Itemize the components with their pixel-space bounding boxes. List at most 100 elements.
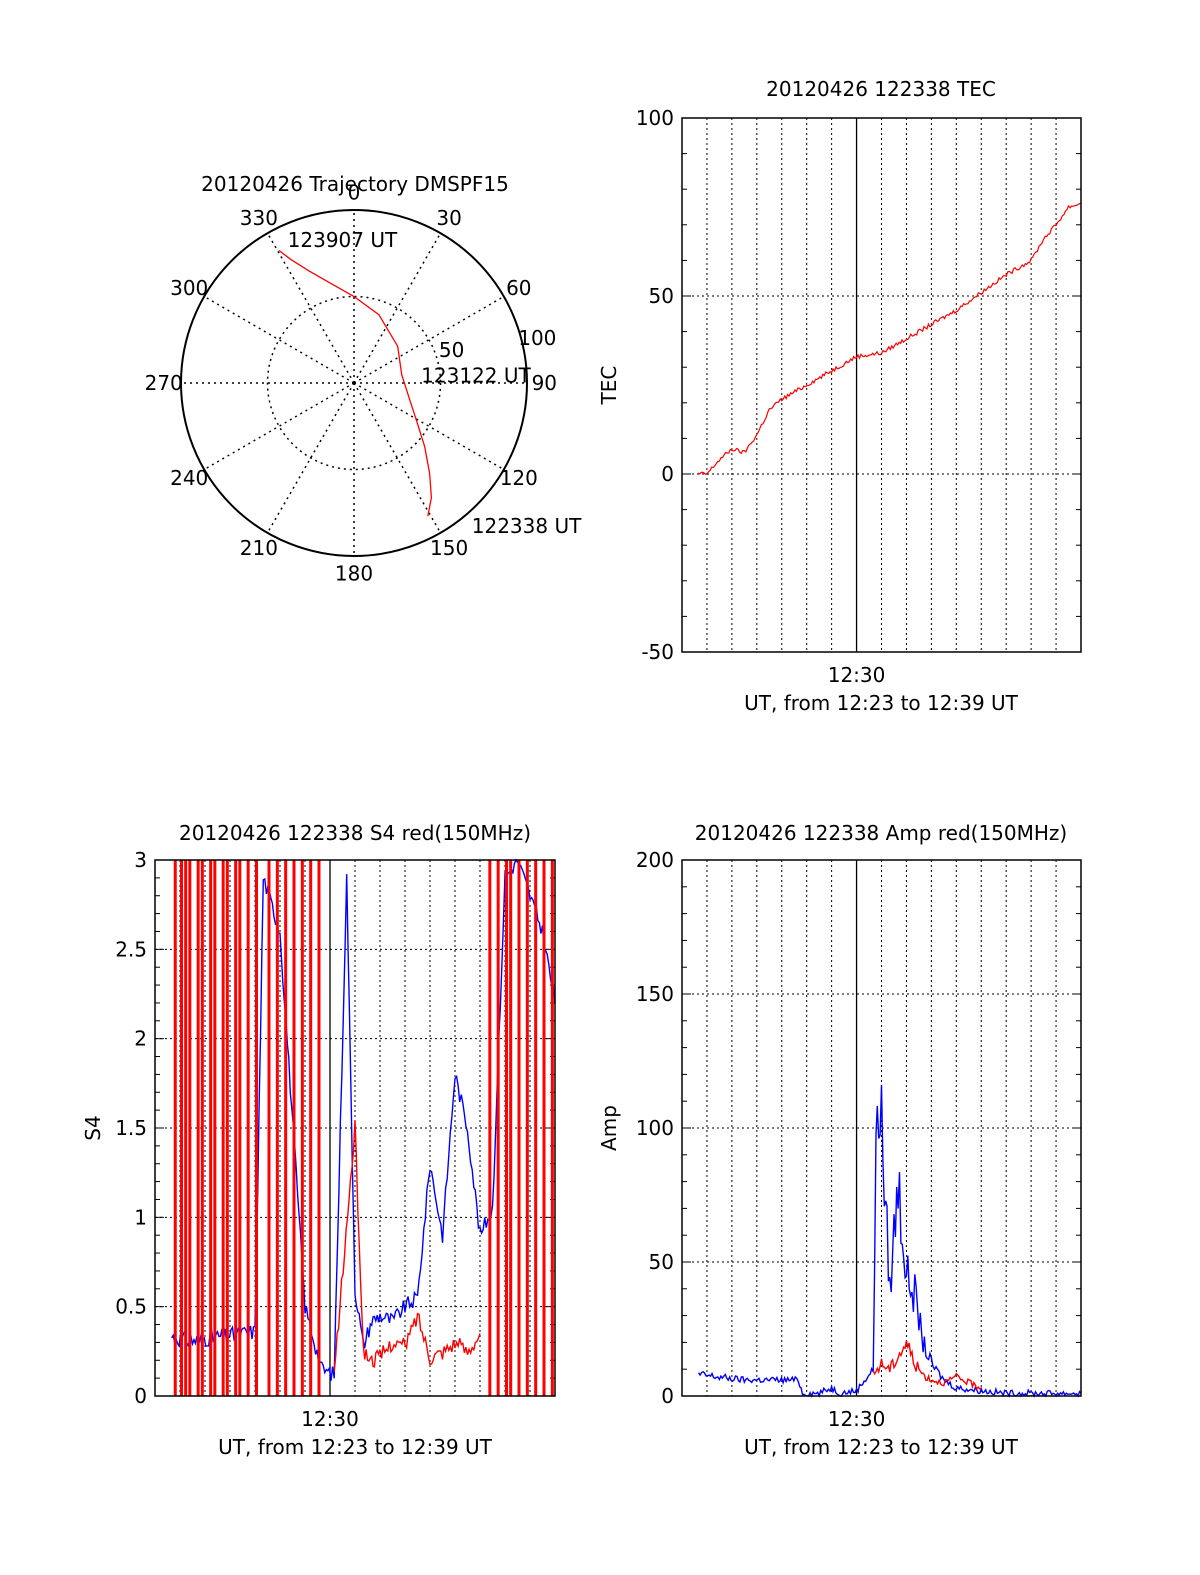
s4-spike-4: [196, 860, 200, 1396]
amp-series-red-1: [872, 1340, 982, 1391]
s4-spike-10: [234, 860, 238, 1396]
s4-spike-0: [173, 860, 177, 1396]
tec-ytick-label: -50: [641, 640, 674, 664]
polar-angle-label-60: 60: [506, 276, 531, 300]
s4-spike-26: [525, 860, 529, 1396]
trajectory-annotation-2: 122338 UT: [472, 514, 582, 538]
s4-spike-20: [317, 860, 321, 1396]
s4-spike-9: [225, 860, 229, 1396]
polar-angle-label-150: 150: [430, 536, 468, 560]
trajectory-line: [278, 249, 433, 517]
amp-frame: [681, 859, 1082, 1397]
s4-spike-24: [509, 860, 513, 1396]
s4-spike-28: [542, 860, 546, 1396]
amp-ytick-label: 0: [661, 1384, 674, 1408]
polar-labels: 0 30 60 90 120 150 180 210 240 270 300 330 50 100 1239…: [145, 181, 582, 586]
polar-spoke-60: [353, 295, 505, 384]
s4-ytick-label: 1: [134, 1205, 147, 1229]
s4-spike-27: [534, 860, 538, 1396]
amp-xlabel: UT, from 12:23 to 12:39 UT: [744, 1435, 1019, 1459]
trajectory-panel: 20120426 Trajectory DMSPF15 0 30 60 90 120 15…: [145, 172, 582, 585]
tec-xlabel: UT, from 12:23 to 12:39 UT: [744, 691, 1019, 715]
polar-angle-label-300: 300: [170, 276, 208, 300]
s4-spike-29: [550, 860, 554, 1396]
tec-xtick-label: 12:30: [828, 663, 886, 687]
trajectory-annotation-0: 123907 UT: [288, 228, 398, 252]
polar-angle-label-210: 210: [240, 536, 278, 560]
amp-panel: 20120426 122338 Amp red(150MHz) UT, from…: [597, 821, 1082, 1459]
s4-ytick-label: 0.5: [115, 1295, 147, 1319]
amp-ytick-label: 200: [636, 848, 674, 872]
s4-frame: [154, 859, 556, 1397]
s4-spike-6: [209, 860, 213, 1396]
s4-spike-11: [238, 860, 242, 1396]
s4-spike-23: [505, 860, 508, 1396]
tec-title: 20120426 122338 TEC: [766, 77, 996, 101]
polar-radius-label-100: 100: [518, 326, 556, 350]
polar-angle-label-270: 270: [145, 371, 183, 395]
s4-spike-21: [488, 860, 492, 1396]
s4-spike-8: [221, 860, 225, 1396]
s4-ytick-label: 1.5: [115, 1116, 147, 1140]
tec-frame: [681, 117, 1082, 653]
s4-panel: 20120426 122338 S4 red(150MHz) UT, from …: [81, 821, 556, 1459]
tec-ytick-label: 0: [661, 462, 674, 486]
trajectory-annotation-1: 123122 UT: [421, 364, 531, 388]
polar-spoke-30: [353, 232, 442, 384]
s4-spike-3: [188, 860, 192, 1396]
polar-spoke-330: [266, 232, 355, 384]
s4-xlabel: UT, from 12:23 to 12:39 UT: [218, 1435, 493, 1459]
s4-spike-2: [184, 860, 188, 1396]
polar-grid: [180, 209, 528, 557]
s4-ylabel: S4: [81, 1115, 105, 1140]
amp-ytick-label: 50: [649, 1250, 674, 1274]
trajectory-track: [278, 249, 433, 517]
polar-ring-50: [266, 295, 442, 471]
s4-ytick-label: 2.5: [115, 937, 147, 961]
s4-spike-22: [496, 860, 500, 1396]
polar-radius-label-50: 50: [439, 338, 464, 362]
amp-xtick-label: 12:30: [828, 1407, 886, 1431]
s4-xtick-label: 12:30: [301, 1407, 359, 1431]
polar-angle-label-120: 120: [500, 466, 538, 490]
amp-title: 20120426 122338 Amp red(150MHz): [695, 821, 1067, 845]
amp-ytick-label: 100: [636, 1116, 674, 1140]
polar-angle-label-0: 0: [348, 181, 361, 205]
s4-spike-25: [517, 860, 521, 1396]
s4-spike-12: [246, 860, 250, 1396]
s4-spike-17: [292, 860, 296, 1396]
s4-spike-19: [309, 860, 313, 1396]
polar-spoke-120: [353, 382, 505, 471]
polar-angle-label-330: 330: [240, 206, 278, 230]
s4-ytick-label: 0: [134, 1384, 147, 1408]
s4-title: 20120426 122338 S4 red(150MHz): [179, 821, 531, 845]
polar-spoke-210: [266, 382, 355, 534]
trajectory-title: 20120426 Trajectory DMSPF15: [201, 172, 509, 196]
s4-spike-14: [267, 860, 271, 1396]
tec-ytick-label: 50: [649, 284, 674, 308]
s4-series-red-1: [333, 1120, 481, 1372]
s4-spike-16: [284, 860, 288, 1396]
s4-ytick-label: 3: [134, 848, 147, 872]
polar-angle-label-90: 90: [532, 371, 557, 395]
amp-ytick-label: 150: [636, 982, 674, 1006]
s4-spike-18: [300, 860, 304, 1396]
polar-angle-label-240: 240: [170, 466, 208, 490]
polar-spoke-240: [203, 382, 355, 471]
amp-ylabel: Amp: [597, 1105, 621, 1151]
s4-ytick-label: 2: [134, 1027, 147, 1051]
s4-spike-1: [180, 860, 183, 1396]
tec-ytick-label: 100: [636, 106, 674, 130]
s4-spike-15: [275, 860, 279, 1396]
polar-outer-ring: [180, 209, 528, 557]
polar-angle-label-30: 30: [436, 206, 461, 230]
amp-series-blue-0: [698, 1084, 1082, 1398]
polar-spoke-300: [203, 295, 355, 384]
polar-spoke-150: [353, 382, 442, 534]
s4-spike-7: [213, 860, 217, 1396]
tec-panel: 20120426 122338 TEC UT, from 12:23 to 12…: [597, 77, 1082, 715]
s4-spike-13: [255, 860, 258, 1396]
polar-angle-label-180: 180: [335, 561, 373, 585]
tec-ylabel: TEC: [597, 366, 621, 406]
